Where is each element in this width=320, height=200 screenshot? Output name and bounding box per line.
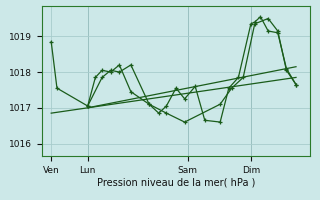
X-axis label: Pression niveau de la mer( hPa ): Pression niveau de la mer( hPa ) xyxy=(97,178,255,188)
